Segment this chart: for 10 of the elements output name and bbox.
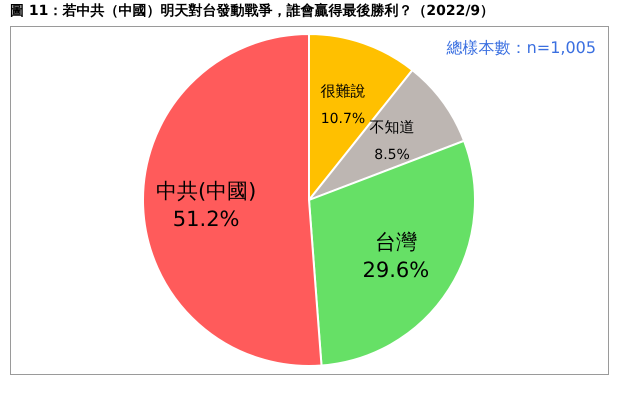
data-label: 51.2% [172, 206, 240, 231]
data-label: 8.5% [374, 147, 410, 164]
slice-label: 台灣 [374, 230, 417, 254]
chart-title: 圖 11：若中共（中國）明天對台發動戰爭，誰會贏得最後勝利？（2022/9） [10, 2, 494, 19]
data-label: 10.7% [320, 110, 366, 127]
data-label: 29.6% [362, 258, 430, 282]
slice-label: 中共(中國) [156, 178, 256, 203]
slice-label: 很難說 [320, 82, 366, 100]
slice-label: 不知道 [370, 118, 415, 136]
text: 總樣本數：n=1,005 [446, 38, 596, 57]
